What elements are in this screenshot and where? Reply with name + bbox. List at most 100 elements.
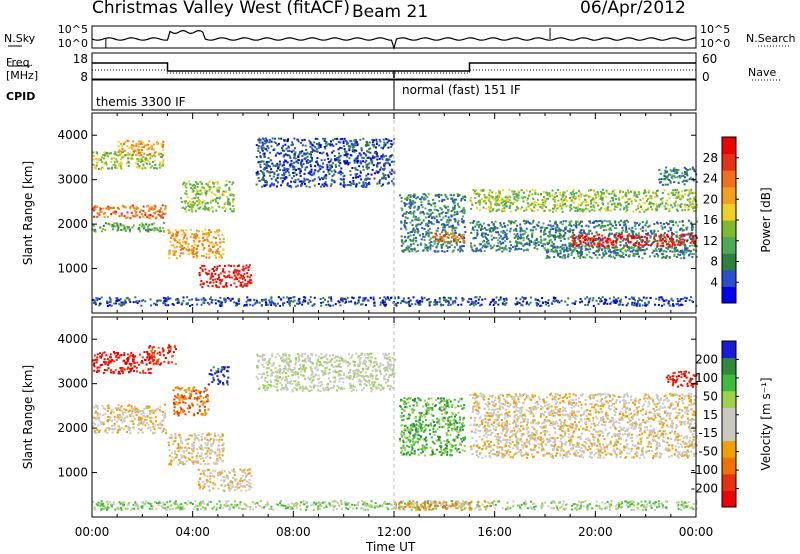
power-cell	[531, 232, 534, 235]
power-cell	[262, 178, 265, 181]
power-cell	[613, 251, 616, 254]
power-cell	[462, 197, 465, 200]
power-cell	[690, 188, 693, 191]
power-cell	[120, 153, 123, 155]
power-cell	[570, 252, 573, 254]
power-cell	[525, 206, 528, 209]
power-cell	[365, 304, 367, 307]
power-cell	[353, 159, 356, 162]
power-cell	[649, 230, 652, 233]
power-cell	[179, 248, 182, 251]
power-cell	[547, 197, 550, 200]
power-cell	[554, 246, 556, 249]
power-cell	[690, 221, 693, 224]
power-cell	[600, 197, 603, 200]
power-cell	[322, 137, 324, 140]
power-cell	[640, 206, 642, 208]
power-cell	[351, 150, 354, 153]
power-cell	[294, 180, 297, 183]
power-cell	[232, 210, 235, 213]
power-cell	[530, 228, 533, 231]
power-cell	[352, 145, 355, 148]
power-cell	[283, 139, 286, 142]
power-cell	[629, 250, 632, 253]
power-cell	[101, 156, 104, 159]
power-cell	[420, 221, 423, 224]
power-cell	[117, 145, 120, 148]
power-cell	[676, 224, 679, 227]
power-cell	[290, 150, 293, 153]
power-cell	[598, 236, 600, 239]
power-cell	[372, 298, 375, 301]
power-cell	[376, 152, 378, 155]
power-cell	[316, 138, 319, 140]
power-cell	[525, 208, 528, 211]
power-cell	[539, 226, 542, 229]
power-cell	[342, 180, 345, 183]
power-cell	[263, 185, 266, 188]
power-cell	[325, 141, 328, 143]
power-cell	[325, 145, 328, 147]
power-cell	[609, 302, 612, 305]
power-cell	[645, 239, 648, 242]
power-cell	[142, 141, 145, 144]
power-cell	[380, 166, 383, 169]
power-cell	[454, 226, 457, 229]
power-cell	[628, 254, 631, 257]
power-cell	[565, 195, 567, 198]
power-cell	[390, 139, 393, 142]
power-cell	[228, 181, 231, 183]
power-cell	[667, 230, 670, 233]
power-cell	[404, 248, 407, 251]
nave-label: Nave	[748, 66, 777, 79]
power-cell	[149, 155, 152, 158]
power-cell	[118, 303, 121, 306]
power-cell	[566, 229, 569, 232]
power-cell	[560, 229, 563, 232]
power-cell	[191, 233, 194, 236]
freq-tick-top: 18	[73, 52, 88, 66]
power-cell	[147, 153, 150, 156]
power-cell	[430, 231, 433, 234]
power-cell	[554, 229, 557, 232]
power-cell	[464, 199, 466, 202]
power-cell	[657, 255, 660, 258]
cpid-segment-right: normal (fast) 151 IF	[402, 83, 521, 97]
power-cell	[281, 177, 284, 180]
power-cell	[518, 241, 521, 244]
power-cell	[454, 296, 457, 299]
power-cell	[445, 240, 448, 243]
power-cell	[469, 199, 472, 202]
power-cell	[610, 192, 613, 195]
power-cell	[589, 239, 592, 242]
power-cell	[175, 233, 178, 236]
power-cell	[685, 297, 688, 300]
power-cell	[496, 244, 499, 247]
power-cell	[630, 247, 633, 249]
power-cell	[293, 161, 295, 164]
power-cell	[409, 234, 412, 237]
power-cell	[440, 303, 442, 306]
power-cell	[131, 154, 134, 157]
power-cell	[657, 230, 660, 233]
power-cell	[461, 245, 464, 248]
power-cell	[626, 244, 628, 247]
power-cell	[359, 162, 362, 165]
power-cell	[232, 209, 235, 212]
power-cell	[133, 148, 136, 151]
power-cell	[366, 143, 369, 146]
power-cell	[554, 231, 557, 234]
power-cell	[540, 229, 543, 232]
power-cell	[364, 181, 367, 184]
power-cell	[228, 297, 231, 300]
power-cell	[673, 167, 676, 170]
power-cell	[185, 190, 188, 193]
power-cell	[427, 229, 430, 232]
power-cell	[647, 191, 650, 194]
power-cell	[362, 157, 365, 160]
power-cell	[420, 201, 423, 204]
power-cell	[692, 239, 695, 242]
power-cell	[274, 154, 277, 157]
power-cell	[407, 197, 410, 200]
power-cell	[320, 165, 323, 168]
